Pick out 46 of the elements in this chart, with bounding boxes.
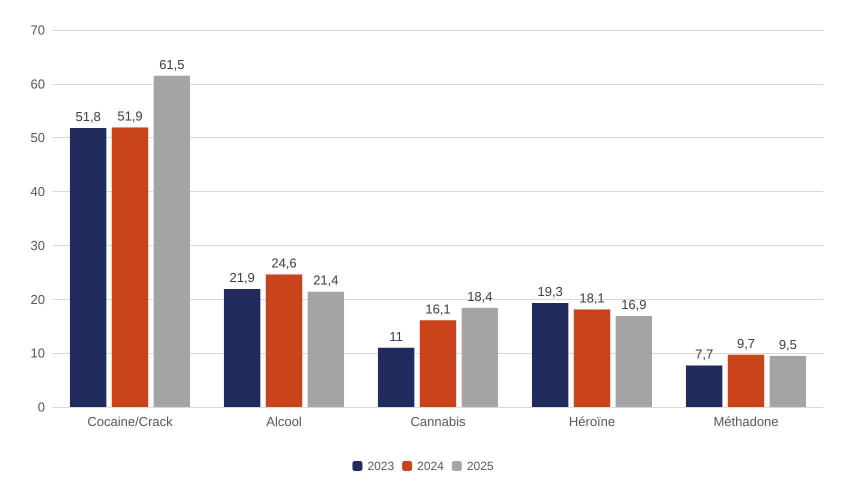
- bar: [574, 310, 610, 407]
- bar: [154, 76, 190, 407]
- bar: [686, 366, 722, 407]
- data-label: 51,8: [75, 109, 101, 124]
- data-label: 24,6: [271, 256, 297, 271]
- bar: [224, 289, 260, 407]
- y-tick-label: 40: [30, 184, 45, 200]
- data-label: 18,4: [467, 288, 493, 304]
- bar: [728, 354, 764, 407]
- bar: [308, 292, 344, 407]
- x-tick-label: Méthadone: [713, 414, 779, 429]
- data-label: 51,9: [117, 108, 143, 124]
- data-label: 16,1: [425, 301, 451, 316]
- bar: [266, 274, 302, 407]
- legend-label: 2023: [367, 459, 394, 473]
- data-label: 7,7: [695, 346, 714, 362]
- x-tick-label: Alcool: [266, 414, 302, 429]
- x-tick-label: Héroïne: [568, 414, 616, 429]
- data-label: 9,7: [736, 336, 756, 351]
- y-tick-label: 60: [30, 76, 45, 92]
- bar: [112, 127, 148, 407]
- y-tick-label: 30: [30, 238, 45, 253]
- y-tick-label: 50: [30, 130, 45, 146]
- x-tick-label: Cocaine/Crack: [87, 414, 174, 429]
- bar: [770, 356, 806, 407]
- data-label: 21,4: [313, 272, 339, 288]
- data-label: 61,5: [159, 56, 185, 72]
- data-label: 18,1: [579, 290, 605, 306]
- data-label: 16,9: [621, 296, 647, 312]
- data-label: 9,5: [778, 336, 797, 352]
- bar: [420, 320, 456, 407]
- bar: [616, 316, 652, 407]
- legend-label: 2025: [466, 459, 494, 473]
- legend-label: 2024: [417, 459, 444, 473]
- y-tick-label: 20: [30, 292, 45, 307]
- bar: [378, 348, 414, 407]
- y-tick-label: 0: [38, 400, 45, 414]
- data-label: 21,9: [229, 270, 255, 286]
- data-label: 11: [389, 328, 403, 344]
- bar: [532, 303, 568, 407]
- y-tick-label: 70: [30, 22, 45, 38]
- y-tick-label: 10: [30, 346, 45, 361]
- data-label: 19,3: [537, 284, 563, 300]
- bar: [462, 308, 498, 407]
- bar: [70, 128, 106, 407]
- x-tick-label: Cannabis: [410, 414, 466, 429]
